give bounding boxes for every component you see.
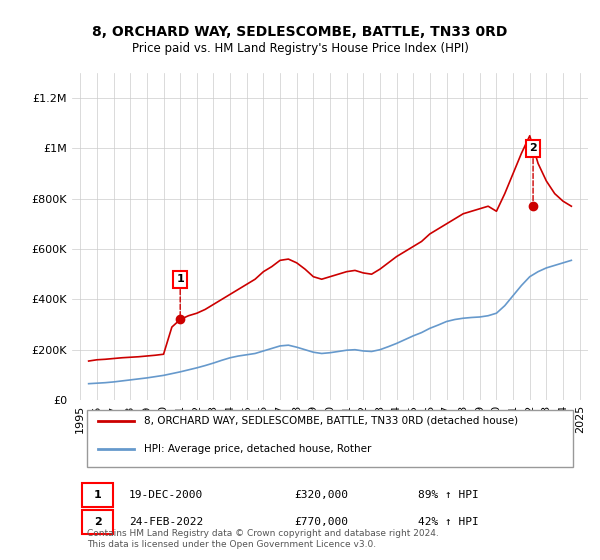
Text: 24-FEB-2022: 24-FEB-2022 — [129, 517, 203, 527]
FancyBboxPatch shape — [82, 483, 113, 507]
Text: HPI: Average price, detached house, Rother: HPI: Average price, detached house, Roth… — [144, 444, 371, 454]
Text: 42% ↑ HPI: 42% ↑ HPI — [418, 517, 478, 527]
Text: 8, ORCHARD WAY, SEDLESCOMBE, BATTLE, TN33 0RD (detached house): 8, ORCHARD WAY, SEDLESCOMBE, BATTLE, TN3… — [144, 416, 518, 426]
Text: 1: 1 — [94, 490, 101, 500]
Text: 89% ↑ HPI: 89% ↑ HPI — [418, 490, 478, 500]
Text: 8, ORCHARD WAY, SEDLESCOMBE, BATTLE, TN33 0RD: 8, ORCHARD WAY, SEDLESCOMBE, BATTLE, TN3… — [92, 25, 508, 39]
Text: 2: 2 — [529, 143, 537, 153]
Text: £320,000: £320,000 — [294, 490, 348, 500]
Text: 1: 1 — [176, 274, 184, 284]
Text: £770,000: £770,000 — [294, 517, 348, 527]
Text: Price paid vs. HM Land Registry's House Price Index (HPI): Price paid vs. HM Land Registry's House … — [131, 42, 469, 55]
FancyBboxPatch shape — [82, 510, 113, 534]
Text: 19-DEC-2000: 19-DEC-2000 — [129, 490, 203, 500]
Text: Contains HM Land Registry data © Crown copyright and database right 2024.
This d: Contains HM Land Registry data © Crown c… — [88, 529, 439, 549]
Text: 2: 2 — [94, 517, 101, 527]
FancyBboxPatch shape — [88, 410, 572, 467]
